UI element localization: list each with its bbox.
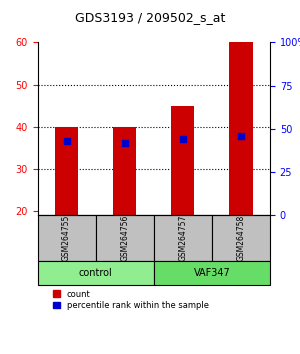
Point: [238, 133, 243, 138]
FancyBboxPatch shape: [38, 215, 96, 261]
Text: control: control: [79, 268, 112, 278]
Point: [180, 136, 185, 142]
Text: GSM264755: GSM264755: [62, 215, 71, 261]
Point: [64, 138, 69, 144]
Text: GDS3193 / 209502_s_at: GDS3193 / 209502_s_at: [75, 11, 225, 24]
FancyBboxPatch shape: [38, 261, 154, 285]
Bar: [55, 127, 78, 215]
Text: VAF347: VAF347: [194, 268, 230, 278]
Point: [122, 140, 127, 145]
Bar: [229, 0, 253, 215]
Text: GSM264757: GSM264757: [178, 215, 187, 261]
Legend: count, percentile rank within the sample: count, percentile rank within the sample: [53, 290, 208, 310]
Bar: [171, 106, 194, 215]
FancyBboxPatch shape: [212, 215, 270, 261]
FancyBboxPatch shape: [96, 215, 154, 261]
FancyBboxPatch shape: [154, 215, 212, 261]
Text: GSM264756: GSM264756: [120, 215, 129, 261]
FancyBboxPatch shape: [154, 261, 270, 285]
Text: GSM264758: GSM264758: [236, 215, 245, 261]
Bar: [113, 127, 136, 215]
